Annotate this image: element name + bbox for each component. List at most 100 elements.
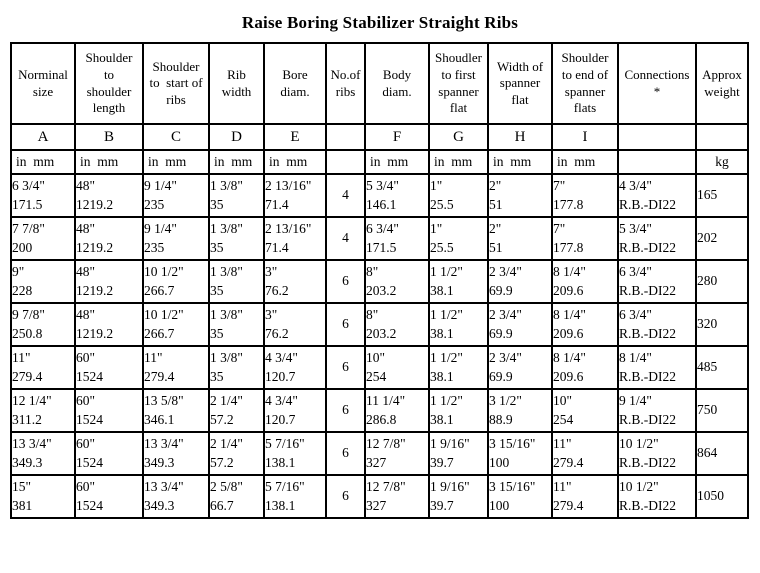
spec-cell: 8 1/4" 209.6 [551, 302, 619, 347]
spec-cell: 3 15/16" 100 [487, 431, 553, 476]
spec-cell: 4 3/4" R.B.-DI22 [617, 173, 697, 218]
spec-cell: 1050 [695, 474, 749, 519]
spec-cell: 1 3/8" 35 [208, 302, 265, 347]
spec-cell: 3" 76.2 [263, 259, 327, 304]
column-header-1: Shoulder to shoulder length [74, 42, 144, 125]
column-unit-4: in mm [263, 149, 327, 175]
spec-cell: 48" 1219.2 [74, 302, 144, 347]
spec-cell: 10" 254 [364, 345, 430, 390]
spec-cell: 4 3/4" 120.7 [263, 345, 327, 390]
column-header-3: Rib width [208, 42, 265, 125]
spec-cell: 2 3/4" 69.9 [487, 345, 553, 390]
spec-cell: 6 3/4" R.B.-DI22 [617, 302, 697, 347]
spec-cell: 2 5/8" 66.7 [208, 474, 265, 519]
spec-cell: 3 1/2" 88.9 [487, 388, 553, 433]
column-header-4: Bore diam. [263, 42, 327, 125]
table-row: 11" 279.4 60" 1524 11" 279.4 1 3/8" 35 4 3/4… [10, 345, 749, 390]
spec-cell: 2 1/4" 57.2 [208, 388, 265, 433]
spec-cell: 864 [695, 431, 749, 476]
column-unit-2: in mm [142, 149, 210, 175]
column-letter-10 [617, 123, 697, 151]
spec-cell: 9" 228 [10, 259, 76, 304]
spec-cell: 13 3/4" 349.3 [142, 474, 210, 519]
spec-cell: 60" 1524 [74, 388, 144, 433]
spec-cell: 1" 25.5 [428, 173, 489, 218]
spec-cell: 8 1/4" R.B.-DI22 [617, 345, 697, 390]
spec-cell: 3" 76.2 [263, 302, 327, 347]
spec-cell: 6 [325, 345, 366, 390]
spec-cell: 9 1/4" R.B.-DI22 [617, 388, 697, 433]
column-unit-8: in mm [487, 149, 553, 175]
table-row: 6 3/4" 171.5 48" 1219.2 9 1/4" 235 1 3/8" 3… [10, 173, 749, 218]
spec-cell: 9 7/8" 250.8 [10, 302, 76, 347]
table-row: 15" 381 60" 1524 13 3/4" 349.3 2 5/8" 66.7 5… [10, 474, 749, 519]
column-unit-1: in mm [74, 149, 144, 175]
column-letter-8: H [487, 123, 553, 151]
spec-cell: 48" 1219.2 [74, 216, 144, 261]
spec-cell: 7" 177.8 [551, 173, 619, 218]
spec-cell: 2 13/16" 71.4 [263, 173, 327, 218]
table-row: 12 1/4" 311.2 60" 1524 13 5/8" 346.1 2 1/4"… [10, 388, 749, 433]
spec-cell: 4 [325, 216, 366, 261]
spec-cell: 5 7/16" 138.1 [263, 474, 327, 519]
table-row: 9" 228 48" 1219.2 10 1/2" 266.7 1 3/8" 35 3"… [10, 259, 749, 304]
spec-cell: 6 3/4" 171.5 [364, 216, 430, 261]
spec-cell: 1 9/16" 39.7 [428, 431, 489, 476]
spec-cell: 1 9/16" 39.7 [428, 474, 489, 519]
spec-cell: 12 7/8" 327 [364, 431, 430, 476]
column-letter-0: A [10, 123, 76, 151]
table-row: 9 7/8" 250.8 48" 1219.2 10 1/2" 266.7 1 3/8… [10, 302, 749, 347]
spec-cell: 11" 279.4 [551, 474, 619, 519]
column-letter-1: B [74, 123, 144, 151]
spec-cell: 202 [695, 216, 749, 261]
spec-cell: 12 7/8" 327 [364, 474, 430, 519]
column-header-2: Shoulder to start of ribs [142, 42, 210, 125]
column-unit-9: in mm [551, 149, 619, 175]
spec-cell: 165 [695, 173, 749, 218]
spec-cell: 750 [695, 388, 749, 433]
column-header-11: Approx weight [695, 42, 749, 125]
spec-cell: 1 3/8" 35 [208, 345, 265, 390]
spec-cell: 8" 203.2 [364, 259, 430, 304]
spec-cell: 60" 1524 [74, 345, 144, 390]
column-letter-5 [325, 123, 366, 151]
spec-cell: 9 1/4" 235 [142, 173, 210, 218]
column-header-0: Norminal size [10, 42, 76, 125]
spec-cell: 10 1/2" 266.7 [142, 302, 210, 347]
column-letter-9: I [551, 123, 619, 151]
spec-cell: 6 3/4" 171.5 [10, 173, 76, 218]
spec-cell: 13 3/4" 349.3 [10, 431, 76, 476]
column-header-9: Shoulder to end of spanner flats [551, 42, 619, 125]
spec-cell: 6 [325, 474, 366, 519]
spec-cell: 60" 1524 [74, 431, 144, 476]
column-header-7: Shoudler to first spanner flat [428, 42, 489, 125]
column-unit-5 [325, 149, 366, 175]
column-letter-11 [695, 123, 749, 151]
column-letter-2: C [142, 123, 210, 151]
spec-cell: 60" 1524 [74, 474, 144, 519]
spec-cell: 7" 177.8 [551, 216, 619, 261]
spec-cell: 5 7/16" 138.1 [263, 431, 327, 476]
spec-cell: 8 1/4" 209.6 [551, 345, 619, 390]
spec-cell: 4 3/4" 120.7 [263, 388, 327, 433]
column-letter-7: G [428, 123, 489, 151]
spec-cell: 15" 381 [10, 474, 76, 519]
spec-cell: 8 1/4" 209.6 [551, 259, 619, 304]
spec-cell: 11" 279.4 [10, 345, 76, 390]
spec-cell: 3 15/16" 100 [487, 474, 553, 519]
spec-cell: 5 3/4" 146.1 [364, 173, 430, 218]
spec-cell: 2 3/4" 69.9 [487, 302, 553, 347]
spec-cell: 8" 203.2 [364, 302, 430, 347]
column-unit-6: in mm [364, 149, 430, 175]
page-title: Raise Boring Stabilizer Straight Ribs [241, 13, 519, 32]
spec-cell: 5 3/4" R.B.-DI22 [617, 216, 697, 261]
column-header-10: Connections * [617, 42, 697, 125]
spec-cell: 7 7/8" 200 [10, 216, 76, 261]
spec-cell: 1 3/8" 35 [208, 216, 265, 261]
column-unit-3: in mm [208, 149, 265, 175]
spec-cell: 1 1/2" 38.1 [428, 388, 489, 433]
table-row: 13 3/4" 349.3 60" 1524 13 3/4" 349.3 2 1/4"… [10, 431, 749, 476]
spec-cell: 1 3/8" 35 [208, 259, 265, 304]
column-unit-row: in mm in mm in mm in mm in mm in mm in mm in mm… [10, 149, 749, 175]
